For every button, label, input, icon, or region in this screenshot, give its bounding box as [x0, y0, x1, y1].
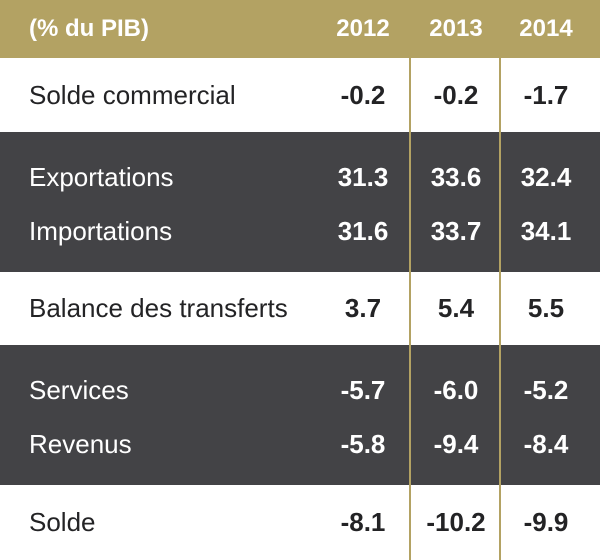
year-header: 2014	[519, 15, 573, 42]
row-label: Solde	[29, 507, 96, 537]
cell-value: -6.0	[433, 374, 479, 405]
cell-value: -9.9	[523, 507, 569, 537]
cell-value: -9.4	[433, 428, 479, 459]
cell-value: -1.7	[523, 79, 569, 110]
cell-value: 33.6	[430, 161, 482, 192]
table-row: Revenus -5.8 -9.4 -8.4	[0, 417, 600, 471]
cell-value: 33.7	[430, 215, 482, 246]
cell-value: -8.1	[340, 507, 386, 537]
table-row: Solde -8.1 -10.2 -9.9	[0, 485, 600, 560]
table-header: (% du PIB) 2012 2013 2014	[0, 0, 600, 58]
table-row: Exportations 31.3 33.6 32.4	[0, 150, 600, 204]
column-divider	[499, 58, 501, 560]
cell-value: -5.8	[340, 428, 386, 459]
row-label: Revenus	[29, 428, 132, 459]
cell-value: 5.5	[527, 293, 565, 323]
row-label: Balance des transferts	[29, 293, 288, 323]
cell-value: -10.2	[426, 507, 486, 537]
row-label: Exportations	[29, 161, 174, 192]
cell-value: 32.4	[520, 161, 572, 192]
table-row: Importations 31.6 33.7 34.1	[0, 204, 600, 258]
cell-value: -8.4	[523, 428, 569, 459]
cell-value: 31.3	[337, 161, 389, 192]
cell-value: 5.4	[437, 293, 475, 323]
table-row: Solde commercial -0.2 -0.2 -1.7	[0, 58, 600, 132]
row-label: Solde commercial	[29, 79, 236, 110]
year-header: 2013	[429, 15, 483, 42]
cell-value: -0.2	[340, 79, 386, 110]
cell-value: 3.7	[344, 293, 382, 323]
cell-value: 34.1	[520, 215, 572, 246]
row-label: Importations	[29, 215, 173, 246]
column-divider	[409, 58, 411, 560]
cell-value: -5.7	[340, 374, 386, 405]
cell-value: 31.6	[337, 215, 389, 246]
unit-label: (% du PIB)	[29, 15, 149, 42]
table-row: Services -5.7 -6.0 -5.2	[0, 363, 600, 417]
row-label: Services	[29, 374, 129, 405]
cell-value: -5.2	[523, 374, 569, 405]
year-header: 2012	[336, 15, 390, 42]
table-row: Balance des transferts 3.7 5.4 5.5	[0, 272, 600, 345]
cell-value: -0.2	[433, 79, 479, 110]
